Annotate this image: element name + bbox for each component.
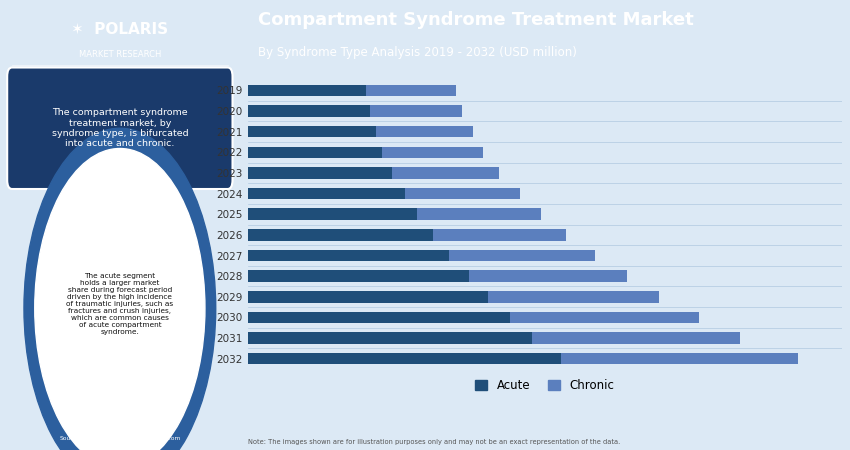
Bar xyxy=(248,105,370,117)
Bar xyxy=(417,208,541,220)
Bar xyxy=(405,188,519,199)
Bar xyxy=(248,147,382,158)
Bar xyxy=(366,85,456,96)
Bar xyxy=(248,208,417,220)
Text: By Syndrome Type Analysis 2019 - 2032 (USD million): By Syndrome Type Analysis 2019 - 2032 (U… xyxy=(258,46,577,59)
Bar xyxy=(392,167,499,179)
Text: Compartment Syndrome Treatment Market: Compartment Syndrome Treatment Market xyxy=(258,11,694,29)
Bar xyxy=(248,167,392,179)
Bar xyxy=(376,126,473,137)
Bar xyxy=(248,229,434,241)
Bar xyxy=(370,105,462,117)
Bar xyxy=(248,188,405,199)
Bar xyxy=(468,270,627,282)
Bar xyxy=(488,291,659,302)
Bar xyxy=(248,85,366,96)
Circle shape xyxy=(35,148,205,450)
Bar xyxy=(248,250,450,261)
Bar xyxy=(248,353,561,364)
Legend: Acute, Chronic: Acute, Chronic xyxy=(471,375,619,397)
Text: The acute segment
holds a larger market
share during forecast period
driven by t: The acute segment holds a larger market … xyxy=(66,273,173,335)
FancyBboxPatch shape xyxy=(7,68,233,189)
Bar xyxy=(450,250,595,261)
Bar xyxy=(248,270,468,282)
Bar xyxy=(510,312,699,323)
Bar xyxy=(248,312,510,323)
Bar xyxy=(561,353,797,364)
Text: MARKET RESEARCH: MARKET RESEARCH xyxy=(79,50,161,59)
Circle shape xyxy=(24,128,216,450)
Bar xyxy=(382,147,484,158)
Text: Note: The images shown are for illustration purposes only and may not be an exac: Note: The images shown are for illustrat… xyxy=(248,439,620,445)
Bar xyxy=(532,332,740,344)
Bar xyxy=(248,126,376,137)
Text: ✶  POLARIS: ✶ POLARIS xyxy=(71,22,168,37)
Bar xyxy=(248,332,532,344)
Bar xyxy=(434,229,566,241)
Text: The compartment syndrome
treatment market, by
syndrome type, is bifurcated
into : The compartment syndrome treatment marke… xyxy=(52,108,188,148)
Bar xyxy=(248,291,488,302)
Text: Source:www.polarismarketresearch.com: Source:www.polarismarketresearch.com xyxy=(60,436,180,441)
